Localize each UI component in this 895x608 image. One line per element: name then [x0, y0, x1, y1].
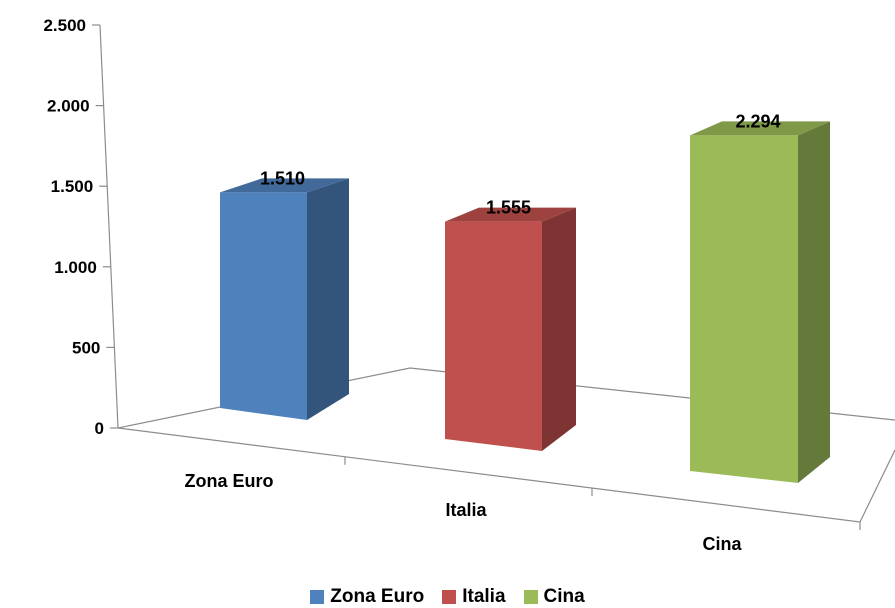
x-label-zona-euro: Zona Euro [185, 471, 274, 491]
legend-item-cina: Cina [523, 586, 585, 608]
bar-top-zona-euro [220, 178, 349, 193]
bar-italia [445, 221, 542, 451]
bar-top-cina [690, 121, 830, 136]
legend-swatch-cina [523, 590, 538, 604]
legend-swatch-zona-euro [310, 590, 325, 604]
bar-side-cina [798, 121, 830, 483]
y-axis-ticks: 0 500 1.000 1.500 2.000 2.500 [43, 16, 118, 438]
data-label-italia: 1.555 [486, 198, 531, 218]
data-label-zona-euro: 1.510 [260, 168, 305, 188]
y-tick-label: 2.000 [47, 97, 90, 116]
bar-side-zona-euro [307, 178, 349, 420]
legend-label-cina: Cina [543, 586, 585, 607]
legend: Zona Euro Italia Cina [0, 586, 895, 608]
y-tick-label: 1.000 [54, 258, 97, 277]
y-tick-label: 500 [72, 338, 100, 357]
legend-label-italia: Italia [462, 586, 506, 607]
bars: 1.510 1.555 2.294 [220, 111, 830, 483]
y-tick-label: 2.500 [43, 16, 86, 35]
data-label-cina: 2.294 [735, 111, 780, 131]
x-label-italia: Italia [445, 500, 487, 520]
x-axis-labels: Zona Euro Italia Cina [185, 471, 743, 554]
bar-top-italia [445, 207, 576, 222]
legend-swatch-italia [442, 590, 457, 604]
legend-label-zona-euro: Zona Euro [330, 586, 425, 607]
legend-item-italia: Italia [442, 586, 506, 608]
bar-cina [690, 135, 798, 483]
y-tick-label: 1.500 [51, 177, 94, 196]
bar-chart: 0 500 1.000 1.500 2.000 2.500 1.510 1.555 2.294… [43, 16, 895, 554]
bar-side-italia [542, 207, 576, 451]
y-tick-label: 0 [95, 419, 104, 438]
x-label-cina: Cina [702, 534, 742, 554]
y-axis-line [99, 24, 119, 429]
legend-item-zona-euro: Zona Euro [310, 586, 424, 608]
bar-zona-euro [220, 192, 307, 420]
